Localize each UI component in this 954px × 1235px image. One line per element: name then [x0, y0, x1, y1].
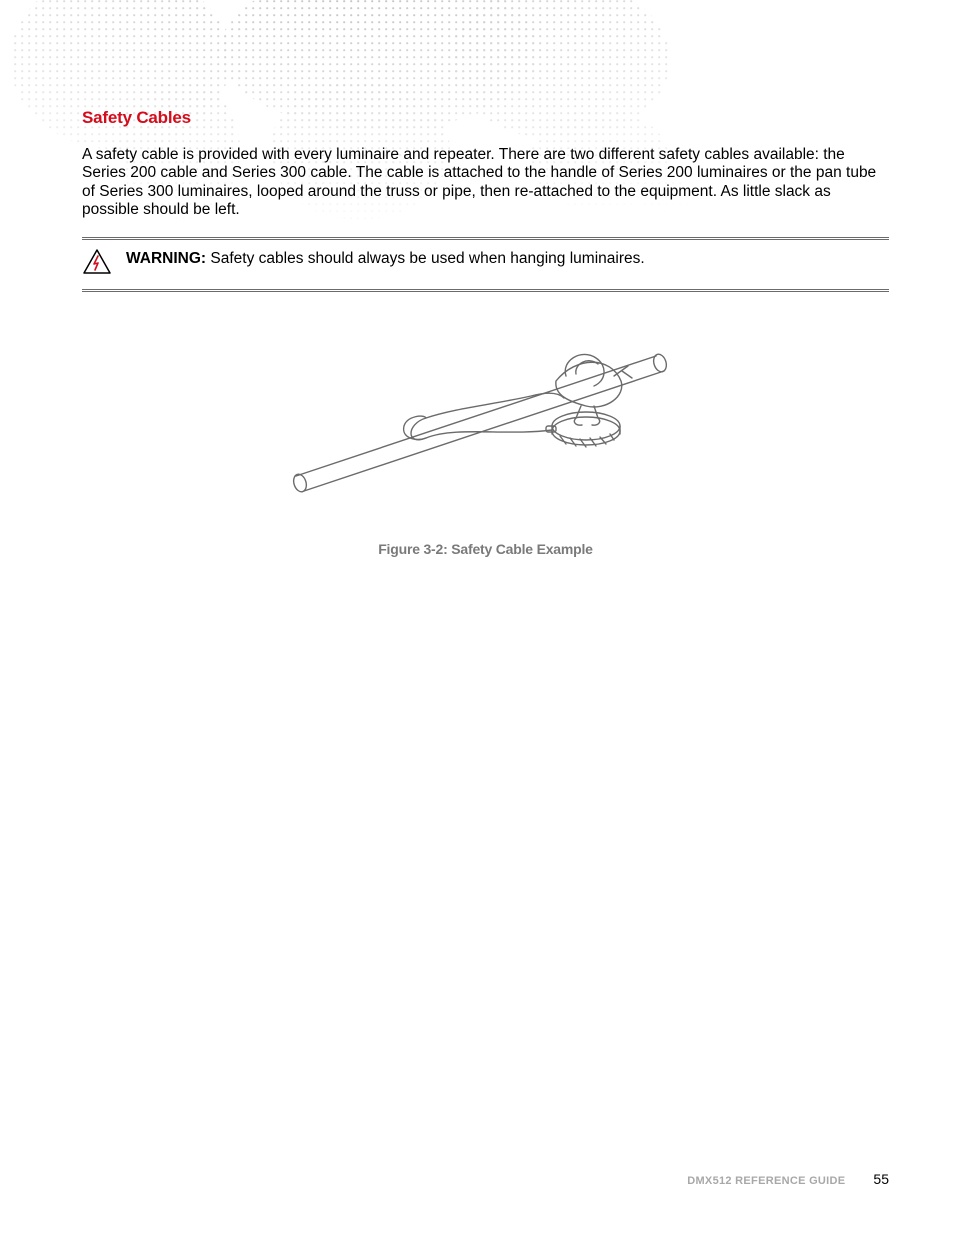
- section-heading: Safety Cables: [82, 108, 889, 128]
- warning-icon: [82, 248, 112, 281]
- page-number: 55: [873, 1171, 889, 1187]
- section-body: A safety cable is provided with every lu…: [82, 146, 889, 219]
- warning-body: Safety cables should always be used when…: [210, 250, 644, 267]
- page-content: Safety Cables A safety cable is provided…: [0, 0, 954, 557]
- warning-label: WARNING:: [126, 250, 206, 267]
- page-footer: DMX512 REFERENCE GUIDE 55: [82, 1171, 889, 1187]
- safety-cable-illustration: [276, 326, 696, 526]
- figure-caption: Figure 3-2: Safety Cable Example: [82, 541, 889, 557]
- footer-title: DMX512 REFERENCE GUIDE: [687, 1175, 845, 1187]
- warning-text: WARNING: Safety cables should always be …: [126, 248, 645, 268]
- figure: Figure 3-2: Safety Cable Example: [82, 326, 889, 557]
- warning-block: WARNING: Safety cables should always be …: [82, 237, 889, 292]
